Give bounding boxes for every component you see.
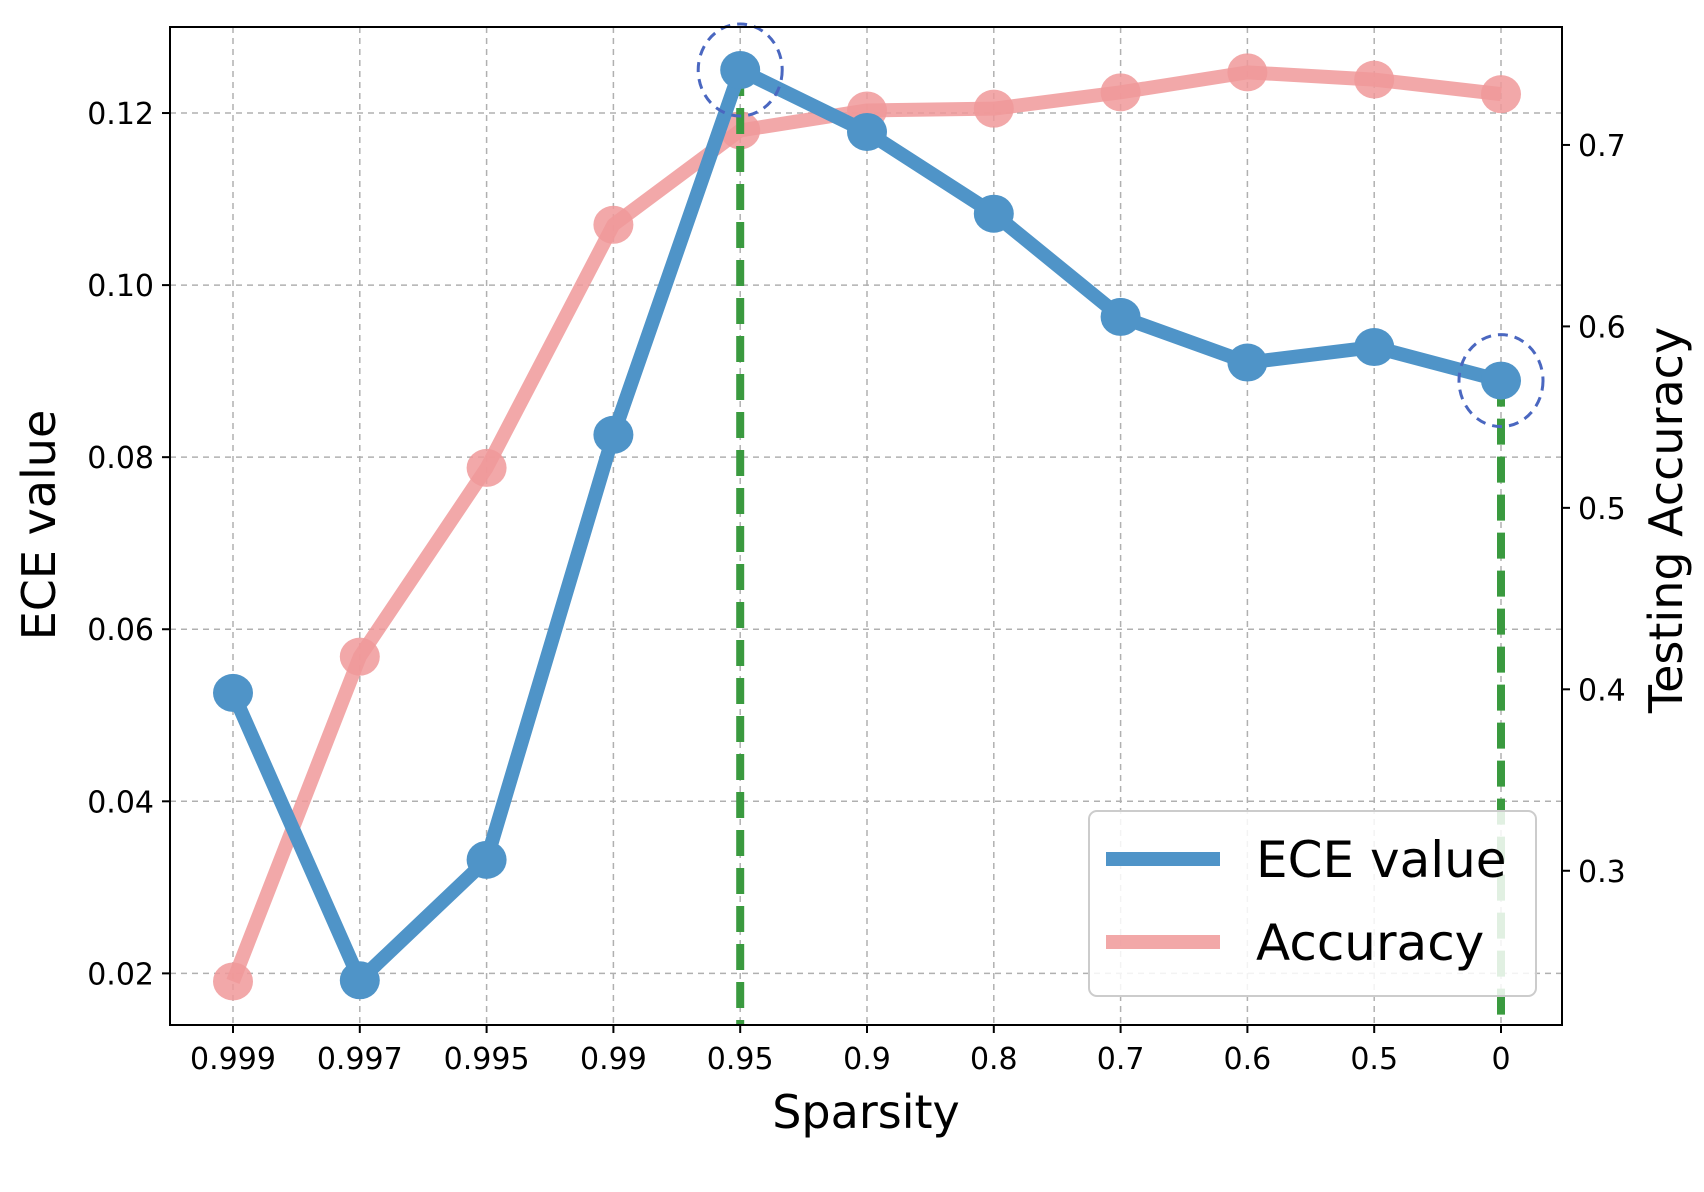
y2-axis-ticks: 0.3 0.4 0.5 0.6 0.7 [1562, 129, 1626, 890]
y-tick-label: 0.02 [87, 957, 154, 992]
ece-point [847, 112, 887, 151]
legend: ECE value Accuracy [1088, 810, 1537, 997]
y2-axis-title: Testing Accuracy [1639, 327, 1693, 714]
ece-point [973, 194, 1014, 233]
ece-point [339, 961, 380, 1000]
ece-point [213, 673, 253, 712]
accuracy-point [1100, 73, 1141, 112]
y-axis-title: ECE value [12, 410, 66, 641]
accuracy-point [339, 637, 380, 676]
accuracy-point [1227, 53, 1268, 92]
ece-point [1354, 328, 1395, 367]
x-tick-label: 0.95 [707, 1042, 774, 1077]
accuracy-point [466, 448, 507, 487]
ece-point [466, 840, 507, 879]
accuracy-point [973, 89, 1014, 128]
legend-label-accuracy: Accuracy [1256, 914, 1484, 972]
highlight-circles [696, 22, 1545, 429]
ece-point [1481, 361, 1521, 400]
y2-tick-label: 0.4 [1578, 673, 1626, 708]
accuracy-point [213, 962, 253, 1001]
x-tick-label: 0.99 [580, 1042, 647, 1077]
y2-tick-label: 0.7 [1578, 129, 1626, 164]
y2-tick-label: 0.5 [1578, 492, 1626, 527]
accuracy-point [593, 205, 634, 244]
x-axis-ticks: 0.999 0.997 0.995 0.99 0.95 0.9 0.8 0.7 0.6 0.5 0 [190, 1025, 1511, 1077]
ece-point [1227, 343, 1268, 382]
y-tick-label: 0.08 [87, 441, 154, 476]
x-axis-title: Sparsity [772, 1085, 960, 1139]
y-tick-label: 0.10 [87, 269, 154, 304]
y-tick-label: 0.04 [87, 785, 154, 820]
y-axis-ticks: 0.02 0.04 0.06 0.08 0.10 0.12 [87, 97, 170, 992]
y2-tick-label: 0.6 [1578, 310, 1626, 345]
x-tick-label: 0.5 [1350, 1042, 1398, 1077]
x-tick-label: 0.995 [444, 1042, 530, 1077]
accuracy-point [1481, 75, 1521, 114]
x-tick-label: 0.6 [1224, 1042, 1272, 1077]
ece-series [213, 51, 1521, 1000]
x-tick-label: 0.8 [970, 1042, 1018, 1077]
legend-label-ece: ECE value [1256, 831, 1507, 889]
ece-point [720, 51, 761, 90]
ece-point [1100, 297, 1141, 336]
x-tick-label: 0.997 [317, 1042, 403, 1077]
x-tick-label: 0.9 [843, 1042, 891, 1077]
highlight-circle [1457, 333, 1545, 429]
accuracy-point [1354, 60, 1395, 99]
x-tick-label: 0.999 [190, 1042, 276, 1077]
accuracy-series [213, 53, 1521, 1001]
highlight-circle [696, 22, 784, 118]
ece-point [593, 415, 634, 454]
y-tick-label: 0.06 [87, 613, 154, 648]
x-tick-label: 0 [1491, 1042, 1510, 1077]
x-tick-label: 0.7 [1097, 1042, 1145, 1077]
y-tick-label: 0.12 [87, 97, 154, 132]
y2-tick-label: 0.3 [1578, 855, 1626, 890]
